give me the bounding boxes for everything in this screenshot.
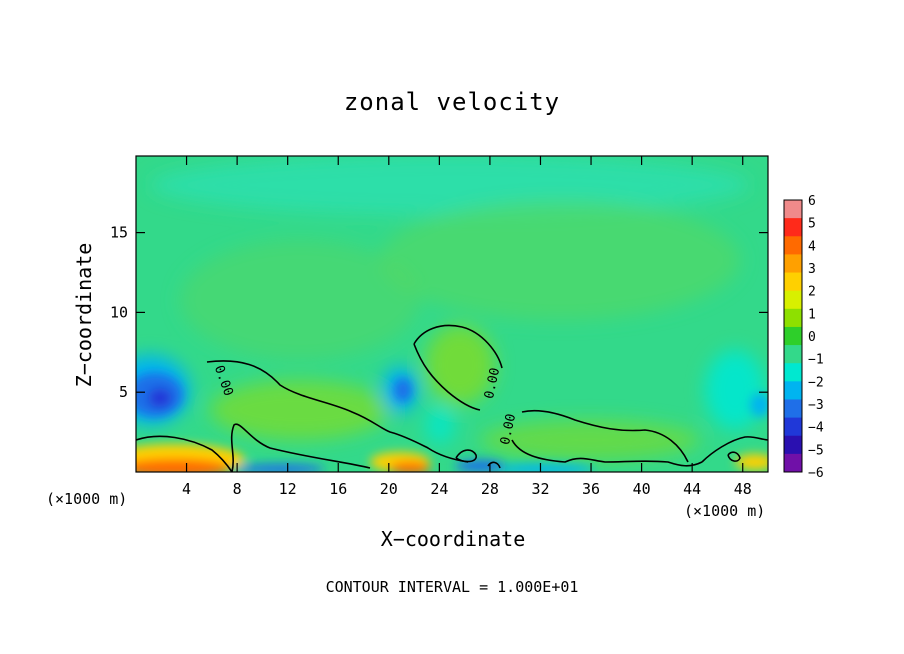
colorbar-tick-label: 3 — [808, 262, 816, 277]
x-unit-label-left: (×1000 m) — [46, 490, 128, 508]
x-axis-label: X−coordinate — [380, 527, 526, 551]
x-tick-label: 24 — [430, 480, 448, 498]
colorbar: 6 5 4 3 2 1 0 −1 −2 −3 −4 −5 −6 — [783, 194, 824, 481]
x-tick-label: 12 — [279, 480, 297, 498]
x-tick-label: 28 — [481, 480, 499, 498]
colorbar-tick-label: −3 — [808, 398, 824, 413]
colorbar-swatch — [784, 218, 802, 237]
colorbar-tick-label: −4 — [808, 421, 824, 436]
colorbar-swatch — [784, 236, 802, 255]
colorbar-tick-label: −5 — [808, 443, 824, 458]
contour-line — [487, 461, 501, 469]
x-tick-label: 20 — [380, 480, 398, 498]
colorbar-swatch — [784, 345, 802, 364]
colorbar-tick-label: −6 — [808, 466, 824, 481]
contour-line — [455, 449, 477, 463]
zero-contour-lines — [136, 324, 768, 472]
heatmap-field — [136, 156, 768, 472]
x-tick-label: 44 — [683, 480, 701, 498]
colorbar-swatch — [784, 290, 802, 310]
contour-line — [413, 324, 503, 369]
contour-line — [136, 435, 233, 472]
colorbar-swatch — [784, 200, 802, 219]
y-tick-label: 10 — [110, 303, 128, 321]
colorbar-swatch — [784, 417, 802, 437]
colorbar-swatch — [784, 435, 802, 455]
chart-title: zonal velocity — [343, 88, 561, 116]
contour-label: 0.00 — [498, 412, 519, 446]
contour-interval-note: CONTOUR INTERVAL = 1.000E+01 — [325, 578, 579, 596]
x-tick-label: 4 — [182, 480, 191, 498]
colorbar-tick-label: 5 — [808, 217, 816, 232]
x-tick-label: 32 — [531, 480, 549, 498]
colorbar-swatch — [784, 399, 802, 419]
contour-line — [727, 451, 741, 462]
colorbar-swatch — [784, 326, 802, 346]
contour-line — [701, 436, 768, 463]
colorbar-swatch — [784, 272, 802, 292]
colorbar-swatch — [784, 381, 802, 400]
contour-line — [230, 423, 371, 472]
contour-line — [413, 343, 481, 411]
colorbar-frame — [783, 199, 803, 473]
colorbar-tick-label: 4 — [808, 239, 816, 254]
y-axis-label: Z−coordinate — [72, 242, 96, 388]
x-unit-label-right: (×1000 m) — [684, 502, 766, 520]
x-tick-label: 8 — [233, 480, 242, 498]
colorbar-tick-label: 2 — [808, 285, 816, 300]
colorbar-swatch — [784, 254, 802, 274]
y-tick-label: 5 — [119, 383, 128, 401]
x-tick-label: 48 — [734, 480, 752, 498]
colorbar-tick-label: 0 — [808, 330, 816, 345]
colorbar-swatch — [784, 308, 802, 328]
contour-label: 0.00 — [482, 366, 503, 400]
x-tick-label: 16 — [329, 480, 347, 498]
plot-frame — [135, 155, 769, 473]
colorbar-tick-label: −2 — [808, 375, 824, 390]
y-tick-label: 15 — [110, 224, 128, 242]
colorbar-tick-label: 1 — [808, 307, 816, 322]
colorbar-swatch — [784, 453, 802, 473]
x-tick-label: 40 — [633, 480, 651, 498]
colorbar-swatch — [784, 363, 802, 382]
contour-line — [206, 360, 469, 463]
contour-line — [511, 439, 703, 467]
x-tick-label: 36 — [582, 480, 600, 498]
contour-line — [521, 409, 689, 463]
colorbar-tick-label: −1 — [808, 353, 824, 368]
colorbar-tick-label: 6 — [808, 194, 816, 209]
